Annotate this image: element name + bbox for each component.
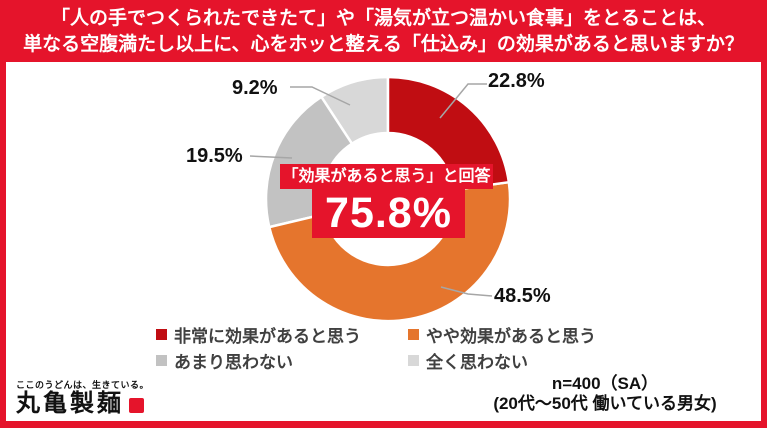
leader-line-3 [290, 86, 351, 106]
donut-segment-0 [386, 75, 511, 192]
legend-label-not-really: あまり思わない [174, 353, 293, 372]
legend-label-not-at-all: 全く思わない [426, 353, 528, 372]
center-callout-value: 75.8% [312, 189, 465, 238]
leader-line-0 [439, 83, 487, 119]
slice-label-somewhat-effective: 48.5% [494, 285, 551, 307]
leader-lines [249, 83, 493, 297]
legend-swatch-not-really [156, 355, 167, 366]
sample-detail: (20代～50代 働いている男女) [493, 394, 717, 413]
leader-line-1 [440, 286, 493, 297]
legend-item-very-effective: 非常に効果があると思う [156, 322, 361, 347]
legend-label-somewhat-effective: やや効果があると思う [426, 327, 596, 346]
legend-item-not-really: あまり思わない [156, 348, 293, 373]
brand-tagline: ここのうどんは、生きている。 [16, 380, 150, 390]
brand-seal-icon [129, 398, 144, 413]
legend-swatch-not-at-all [408, 355, 419, 366]
leader-line-2 [249, 155, 293, 159]
sample-size: n=400（SA） [551, 374, 659, 393]
center-callout-caption: 「効果があると思う」と回答 [280, 164, 493, 189]
legend-label-very-effective: 非常に効果があると思う [174, 327, 361, 346]
donut-segment-1 [267, 180, 512, 323]
slice-label-very-effective: 22.8% [488, 70, 545, 92]
brand-logo: 丸亀製麺 [16, 388, 124, 417]
slice-label-not-really: 19.5% [186, 145, 243, 167]
question-line-1: 「人の手でつくられたできたて」や「湯気が立つ温かい食事」をとることは、 [50, 8, 716, 29]
legend-swatch-very-effective [156, 329, 167, 340]
legend-item-somewhat-effective: やや効果があると思う [408, 322, 596, 347]
sample-info: n=400（SA） (20代～50代 働いている男女) [440, 374, 767, 414]
legend-item-not-at-all: 全く思わない [408, 348, 528, 373]
question-line-2: 単なる空腹満たし以上に、心をホッと整える「仕込み」の効果があると思いますか？ [23, 34, 744, 55]
question-header: 「人の手でつくられたできたて」や「湯気が立つ温かい食事」をとることは、 単なる空… [0, 0, 767, 62]
slice-label-not-at-all: 9.2% [232, 77, 278, 99]
legend-swatch-somewhat-effective [408, 329, 419, 340]
brand-block: ここのうどんは、生きている。 丸亀製麺 [16, 378, 150, 417]
